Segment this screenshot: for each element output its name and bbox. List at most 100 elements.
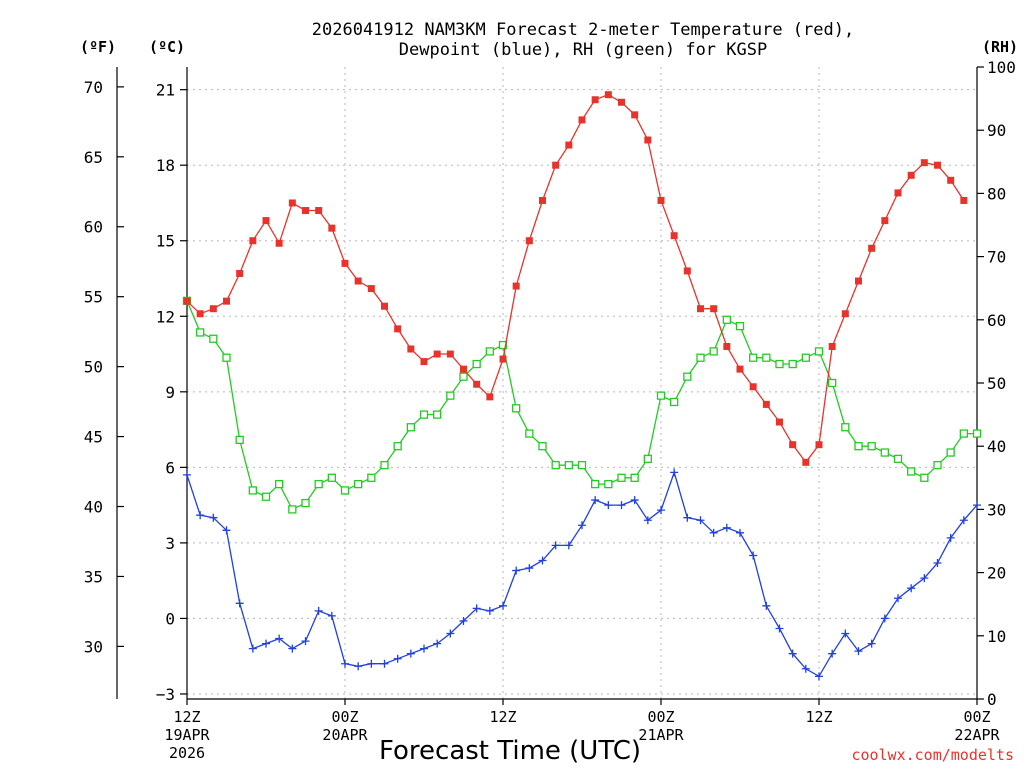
data-point xyxy=(367,473,376,482)
fahrenheit-tick-label: 30 xyxy=(84,637,103,656)
data-point xyxy=(288,644,297,653)
data-point xyxy=(828,342,836,350)
data-point xyxy=(275,239,283,247)
x-axis-title: Forecast Time (UTC) xyxy=(379,736,641,766)
data-point xyxy=(551,461,560,470)
data-point xyxy=(815,672,823,681)
data-point xyxy=(565,141,573,149)
rh-tick-label: 100 xyxy=(987,58,1016,77)
data-point xyxy=(381,302,388,310)
data-point xyxy=(183,470,191,479)
data-point xyxy=(288,505,297,514)
x-tick-label: 00Z xyxy=(963,708,990,726)
data-point xyxy=(722,523,731,532)
x-tick-label: 12Z xyxy=(805,708,832,726)
data-point xyxy=(209,334,218,343)
data-point xyxy=(564,461,573,470)
data-point xyxy=(354,662,363,671)
series-layer xyxy=(182,91,982,681)
data-point xyxy=(222,353,231,362)
data-point xyxy=(314,479,323,489)
data-point xyxy=(539,196,546,204)
data-point xyxy=(841,629,850,638)
data-point xyxy=(828,649,837,658)
fahrenheit-unit-label: (ºF) xyxy=(80,38,116,56)
data-point xyxy=(709,528,718,537)
data-point xyxy=(801,664,810,673)
data-point xyxy=(209,305,217,313)
data-point xyxy=(235,435,244,445)
data-point xyxy=(894,189,902,197)
data-point xyxy=(802,458,810,466)
data-point xyxy=(393,654,402,663)
series-dewpoint xyxy=(183,468,981,681)
data-point xyxy=(261,492,271,501)
rh-tick-label: 10 xyxy=(987,627,1006,646)
data-point xyxy=(630,496,639,505)
data-point xyxy=(907,171,915,179)
data-point xyxy=(907,584,916,593)
data-point xyxy=(723,342,731,350)
celsius-tick-label: 18 xyxy=(156,156,175,175)
data-point xyxy=(301,498,310,508)
data-point xyxy=(749,383,757,391)
data-point xyxy=(472,359,481,369)
data-point xyxy=(959,516,968,525)
data-point xyxy=(867,442,876,451)
data-point xyxy=(472,604,481,613)
data-point xyxy=(380,461,389,470)
data-point xyxy=(868,244,876,252)
data-point xyxy=(302,207,309,215)
celsius-tick-label: −3 xyxy=(156,685,175,704)
data-point xyxy=(367,659,376,668)
data-point xyxy=(697,305,704,313)
rh-tick-label: 90 xyxy=(987,121,1006,140)
celsius-tick-label: 12 xyxy=(156,307,175,326)
data-point xyxy=(630,473,639,482)
data-point xyxy=(959,429,968,438)
data-point xyxy=(301,637,310,646)
x-tick-date-label: 19APR xyxy=(164,726,210,744)
data-point xyxy=(222,526,231,535)
rh-tick-label: 20 xyxy=(987,564,1006,583)
credit-text[interactable]: coolwx.com/modelts xyxy=(851,746,1014,764)
data-point xyxy=(880,448,889,457)
data-point xyxy=(775,359,784,369)
gridlines xyxy=(187,67,977,699)
x-tick-label: 00Z xyxy=(647,708,674,726)
data-point xyxy=(933,461,942,470)
data-point xyxy=(499,355,507,363)
celsius-tick-label: 15 xyxy=(156,232,175,251)
data-point xyxy=(960,196,968,204)
data-point xyxy=(722,315,731,324)
data-point xyxy=(235,599,244,608)
data-point xyxy=(788,649,797,658)
data-point xyxy=(223,297,230,305)
celsius-unit-label: (ºC) xyxy=(149,38,185,56)
data-point xyxy=(880,614,889,623)
data-point xyxy=(525,237,533,245)
data-point xyxy=(762,353,771,362)
data-point xyxy=(841,310,849,318)
data-point xyxy=(604,501,613,510)
data-point xyxy=(776,418,783,426)
data-point xyxy=(419,410,429,419)
data-point xyxy=(485,347,494,356)
data-point xyxy=(473,380,481,388)
fahrenheit-tick-label: 55 xyxy=(84,288,103,307)
data-point xyxy=(380,659,389,668)
data-point xyxy=(433,350,441,358)
data-point xyxy=(920,574,929,583)
rh-tick-label: 70 xyxy=(987,248,1006,267)
data-point xyxy=(749,353,758,362)
data-point xyxy=(893,454,903,463)
data-point xyxy=(670,232,678,240)
data-point xyxy=(735,321,745,331)
data-point xyxy=(855,277,862,285)
data-point xyxy=(683,372,692,381)
data-point xyxy=(446,629,455,638)
tick-labels: −3 0 3 6 9 12 15 18 21 30 35 40 45 50 55 60 65 70 0 10 20 30 4… xyxy=(84,58,1016,762)
data-point xyxy=(196,511,205,520)
data-point xyxy=(696,516,705,525)
fahrenheit-tick-label: 45 xyxy=(84,428,103,447)
